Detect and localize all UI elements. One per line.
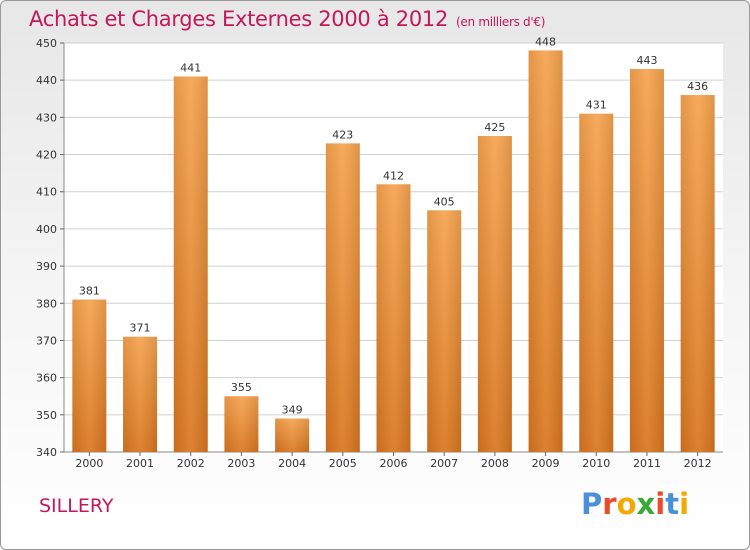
- bar-value-label: 381: [79, 285, 100, 298]
- bar-shade: [579, 113, 614, 453]
- x-tick-label: 2007: [430, 457, 458, 470]
- bar-value-label: 431: [586, 99, 607, 112]
- x-tick-label: 2005: [329, 457, 357, 470]
- y-tick-label: 370: [36, 334, 57, 347]
- y-tick-label: 350: [36, 409, 57, 422]
- logo-letter: x: [636, 487, 656, 521]
- x-tick-label: 2012: [684, 457, 712, 470]
- bar-value-label: 423: [332, 128, 353, 141]
- logo-letter: r: [602, 487, 617, 521]
- bar-value-label: 436: [687, 80, 708, 93]
- x-tick-label: 2002: [177, 457, 205, 470]
- x-tick-label: 2009: [532, 457, 560, 470]
- logo-letter: P: [581, 487, 603, 521]
- logo-letter: t: [665, 487, 680, 521]
- y-tick-label: 450: [36, 37, 57, 50]
- y-tick-label: 400: [36, 223, 57, 236]
- chart-unit: (en milliers d'€): [456, 15, 546, 29]
- x-tick-label: 2008: [481, 457, 509, 470]
- bar-shade: [376, 184, 411, 453]
- x-tick-label: 2003: [227, 457, 255, 470]
- bar-shade: [72, 299, 107, 452]
- bar-shade: [528, 50, 563, 452]
- bar-value-label: 355: [231, 381, 252, 394]
- logo-letter: i: [679, 487, 690, 521]
- bar-value-label: 349: [282, 404, 303, 417]
- bar-shade: [680, 95, 715, 453]
- bar-value-label: 441: [180, 61, 201, 74]
- commune-name: SILLERY: [39, 495, 114, 517]
- bar-value-label: 443: [636, 54, 657, 67]
- y-tick-label: 380: [36, 297, 57, 310]
- bar-shade: [427, 210, 462, 452]
- bar-shade: [224, 396, 259, 452]
- logo-letter: o: [616, 487, 637, 521]
- y-tick-label: 440: [36, 74, 57, 87]
- chart-title: Achats et Charges Externes 2000 à 2012 (e…: [29, 7, 545, 31]
- bar-value-label: 425: [484, 121, 505, 134]
- bar-value-label: 371: [130, 322, 151, 335]
- x-tick-label: 2004: [278, 457, 306, 470]
- y-tick-label: 390: [36, 260, 57, 273]
- bar-shade: [629, 69, 664, 452]
- x-tick-label: 2001: [126, 457, 154, 470]
- y-tick-label: 420: [36, 149, 57, 162]
- bar-shade: [325, 143, 360, 452]
- proxiti-logo: Proxiti: [581, 487, 689, 521]
- bar-value-label: 405: [434, 195, 455, 208]
- y-tick-label: 430: [36, 111, 57, 124]
- bar-shade: [173, 76, 208, 453]
- chart-title-text: Achats et Charges Externes 2000 à 2012: [29, 7, 449, 31]
- y-tick-label: 410: [36, 186, 57, 199]
- x-tick-label: 2006: [380, 457, 408, 470]
- bar-value-label: 448: [535, 35, 556, 48]
- bar-shade: [477, 135, 512, 453]
- logo-letter: i: [655, 487, 666, 521]
- x-tick-label: 2010: [582, 457, 610, 470]
- y-tick-label: 340: [36, 446, 57, 459]
- bar-value-label: 412: [383, 169, 404, 182]
- x-tick-label: 2011: [633, 457, 661, 470]
- bar-shade: [123, 336, 158, 452]
- bar-shade: [275, 418, 310, 452]
- y-tick-label: 360: [36, 372, 57, 385]
- x-tick-label: 2000: [75, 457, 103, 470]
